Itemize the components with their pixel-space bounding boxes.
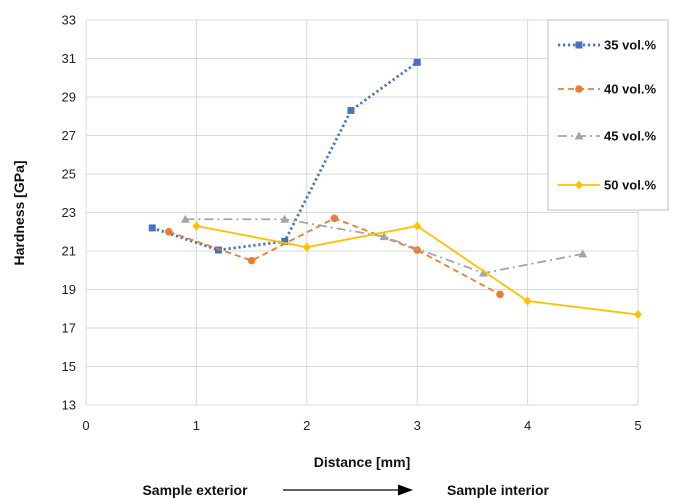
data-point	[578, 249, 588, 258]
legend-label: 45 vol.%	[604, 129, 656, 144]
legend-item: 50 vol.%	[558, 178, 656, 193]
legend-label: 40 vol.%	[604, 82, 656, 97]
data-point	[214, 246, 222, 254]
data-point	[413, 221, 422, 231]
data-point	[478, 268, 488, 277]
series-layer	[148, 58, 642, 320]
y-tick-label: 33	[62, 13, 76, 28]
legend-item: 45 vol.%	[558, 129, 656, 144]
legend-label: 35 vol.%	[604, 38, 656, 53]
x-tick-label: 5	[634, 418, 641, 433]
data-point	[165, 227, 173, 236]
data-point	[413, 58, 421, 66]
y-axis-label: Hardness [GPa]	[11, 160, 27, 265]
x-tick-label: 4	[524, 418, 531, 433]
x-tick-label: 3	[414, 418, 421, 433]
data-point	[347, 106, 355, 114]
x-tick-labels: 0 1 2 3 4 5	[82, 418, 641, 433]
y-tick-label: 29	[62, 90, 76, 105]
y-tick-label: 17	[62, 321, 76, 336]
series-40-vol	[165, 214, 504, 299]
data-point	[523, 296, 532, 306]
data-point	[496, 290, 504, 299]
legend-marker	[575, 41, 583, 49]
y-tick-label: 19	[62, 282, 76, 297]
series-45-vol	[180, 214, 588, 277]
y-tick-label: 31	[62, 51, 76, 66]
legend-marker	[575, 180, 583, 190]
annotation-sample-interior: Sample interior	[447, 482, 549, 498]
data-point	[330, 214, 339, 223]
y-tick-label: 27	[62, 128, 76, 143]
y-tick-label: 13	[62, 398, 76, 413]
arrow-right-icon	[283, 484, 413, 496]
data-point	[247, 256, 256, 265]
y-tick-label: 21	[62, 244, 76, 259]
series-35-vol	[148, 58, 421, 254]
x-tick-label: 2	[303, 418, 310, 433]
data-point	[180, 214, 190, 223]
x-tick-label: 0	[82, 418, 89, 433]
data-point	[379, 232, 389, 241]
data-point	[148, 224, 156, 232]
x-axis-label: Distance [mm]	[314, 454, 410, 470]
grid	[85, 19, 639, 406]
data-point	[192, 221, 201, 231]
annotation-sample-exterior: Sample exterior	[142, 482, 248, 498]
legend-marker	[575, 85, 583, 93]
x-tick-label: 1	[193, 418, 200, 433]
legend-item: 35 vol.%	[558, 38, 656, 53]
series-50-vol	[192, 221, 642, 320]
y-tick-label: 15	[62, 359, 76, 374]
legend-item: 40 vol.%	[558, 82, 656, 97]
y-tick-label: 23	[62, 205, 76, 220]
y-tick-labels: 13 15 17 19 21 23 25 27 29 31 33	[62, 13, 76, 413]
data-point	[280, 214, 290, 223]
legend-marker	[574, 131, 584, 140]
data-point	[281, 237, 289, 245]
legend-box	[547, 19, 669, 211]
y-tick-label: 25	[62, 167, 76, 182]
legend-label: 50 vol.%	[604, 178, 656, 193]
data-point	[302, 242, 311, 252]
data-point	[634, 310, 642, 320]
legend: 35 vol.% 40 vol.% 45 vol.% 50 vol.%	[547, 19, 669, 211]
